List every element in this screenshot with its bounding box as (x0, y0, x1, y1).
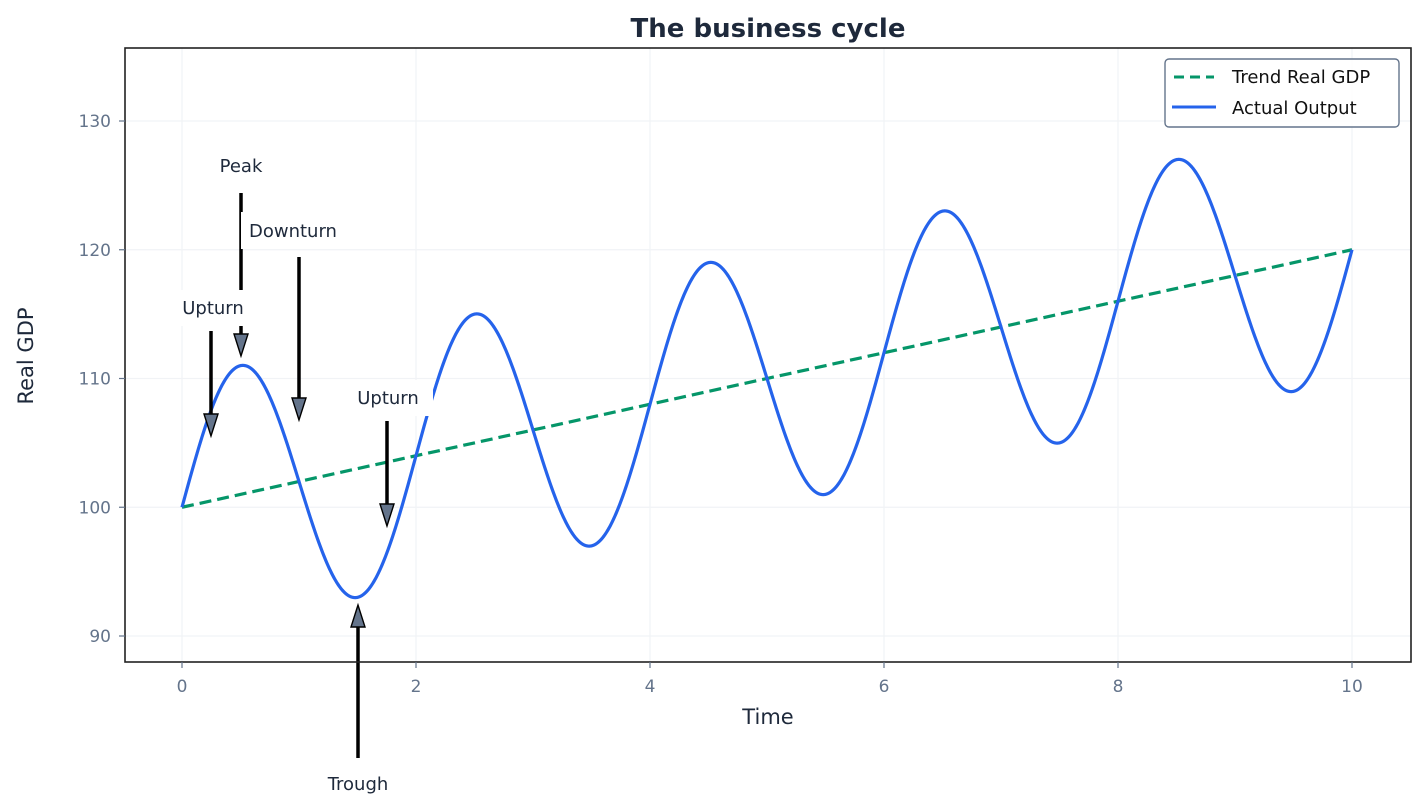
x-tick-label: 6 (879, 677, 890, 697)
legend-actual-label: Actual Output (1232, 98, 1357, 119)
legend: Trend Real GDP Actual Output (1164, 58, 1400, 128)
trough-arrow-head (350, 602, 366, 628)
upturn-arrow-1-head (203, 413, 219, 439)
legend-trend-label: Trend Real GDP (1231, 67, 1370, 88)
actual-output-line (180, 157, 1354, 600)
upturn-arrow-2-head (379, 503, 395, 529)
x-tick-label: 2 (411, 677, 422, 697)
x-tick-label: 0 (177, 677, 188, 697)
chart-title: The business cycle (631, 14, 906, 44)
y-axis-label: Real GDP (14, 307, 38, 404)
upturn-label-1-background (176, 290, 248, 326)
upturn-label-2-background (350, 380, 433, 416)
y-tick-label: 120 (79, 241, 111, 261)
trough-label: Trough (327, 774, 389, 795)
axis-ticks: 0 2 4 6 8 10 90 100 110 120 130 (79, 112, 1363, 697)
downturn-label-background (241, 212, 353, 249)
upturn-label-2: Upturn (357, 388, 419, 409)
upturn-label-1: Upturn (182, 298, 244, 319)
plot-series (180, 157, 1354, 600)
x-tick-label: 8 (1113, 677, 1124, 697)
downturn-arrow-head (291, 397, 307, 423)
peak-arrow-head (233, 333, 249, 359)
x-tick-label: 10 (1341, 677, 1363, 697)
y-tick-label: 90 (89, 627, 111, 647)
y-tick-label: 100 (79, 498, 111, 518)
annotations: Downturn Peak Upturn Upturn Trough (176, 156, 433, 795)
legend-box (1164, 58, 1400, 128)
downturn-label: Downturn (249, 221, 337, 242)
plot-frame (124, 47, 1412, 663)
grid-lines (125, 48, 1411, 662)
peak-label: Peak (220, 156, 263, 177)
y-tick-label: 130 (79, 112, 111, 132)
y-tick-label: 110 (79, 370, 111, 390)
x-axis-label: Time (741, 705, 793, 729)
x-tick-label: 4 (645, 677, 656, 697)
